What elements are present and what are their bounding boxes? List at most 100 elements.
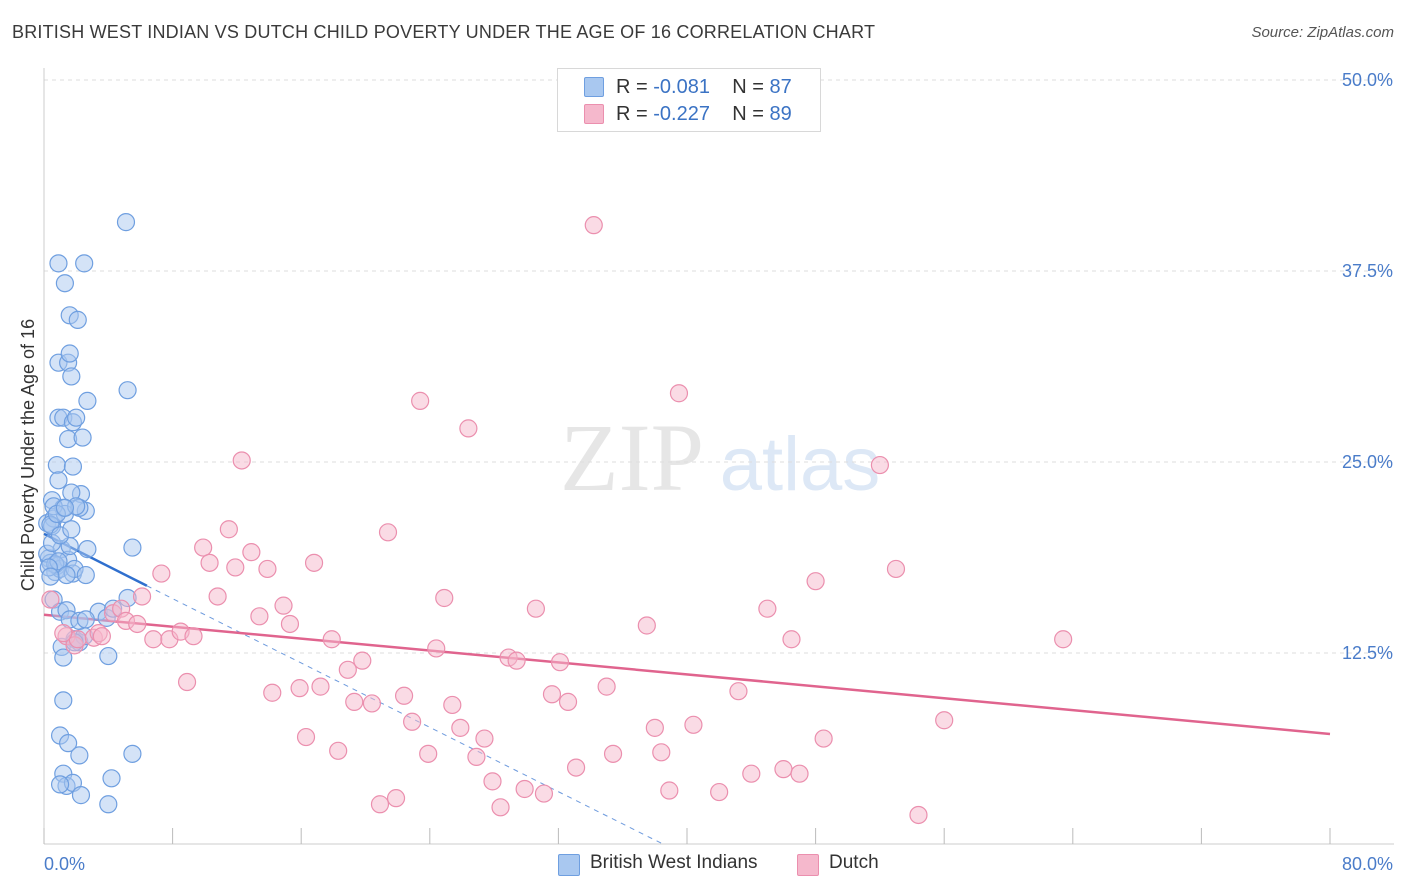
british-west-indian-point xyxy=(102,769,121,788)
dutch-point xyxy=(128,614,147,634)
n-value: 87 xyxy=(769,76,792,98)
british-west-indian-point xyxy=(123,744,142,763)
legend-label: British West Indians xyxy=(590,852,758,873)
british-west-indian-point xyxy=(47,455,66,475)
dutch-point xyxy=(54,624,73,643)
dutch-point xyxy=(790,764,809,783)
british-west-indian-point xyxy=(75,254,94,273)
dutch-point xyxy=(274,596,293,615)
dutch-point xyxy=(132,587,152,606)
british-west-indian-point xyxy=(118,381,137,400)
british-west-indian-point xyxy=(54,648,73,667)
pink-swatch xyxy=(797,854,819,876)
british-west-indian-point xyxy=(70,746,89,765)
dutch-point xyxy=(467,747,486,767)
dutch-point xyxy=(782,630,801,649)
dutch-point xyxy=(542,685,562,704)
blue-trend-extension xyxy=(146,585,664,845)
british-west-indian-point xyxy=(55,498,74,517)
dutch-point xyxy=(459,419,478,438)
y-tick-label: 37.5% xyxy=(1342,261,1393,281)
dutch-point xyxy=(597,677,616,696)
dutch-point xyxy=(345,692,364,711)
british-west-indian-point xyxy=(99,795,118,814)
british-west-indian-point xyxy=(71,786,91,805)
dutch-point xyxy=(403,712,422,731)
dutch-point xyxy=(177,672,197,692)
pink-swatch xyxy=(584,104,604,124)
dutch-point xyxy=(1054,630,1073,649)
chart-title: BRITISH WEST INDIAN VS DUTCH CHILD POVER… xyxy=(12,22,876,42)
n-label: N = xyxy=(732,103,764,125)
dutch-point xyxy=(263,683,282,702)
pink-trend-line xyxy=(43,613,1331,736)
dutch-point xyxy=(491,798,510,817)
watermark-zip: ZIP xyxy=(560,404,704,511)
dutch-point xyxy=(311,677,330,696)
british-west-indian-point xyxy=(54,691,73,710)
dutch-point xyxy=(652,743,671,762)
y-axis-label: Child Poverty Under the Age of 16 xyxy=(18,319,38,591)
dutch-point xyxy=(550,653,570,672)
dutch-point xyxy=(152,564,171,583)
dutch-point xyxy=(322,630,341,649)
gridlines xyxy=(44,79,1394,654)
r-label: R = xyxy=(616,103,648,125)
british-west-indian-point xyxy=(99,646,118,666)
british-west-indian-point xyxy=(49,254,68,273)
data-points xyxy=(38,213,1073,825)
dutch-point xyxy=(370,795,390,814)
x-tick-label: 0.0% xyxy=(44,854,85,874)
dutch-point xyxy=(200,553,219,572)
dutch-point xyxy=(758,599,777,618)
dutch-point xyxy=(386,789,406,808)
x-tick-label: 80.0% xyxy=(1342,854,1393,874)
dutch-point xyxy=(280,614,300,634)
dutch-point xyxy=(660,781,679,800)
r-label: R = xyxy=(616,76,648,98)
y-tick-label: 50.0% xyxy=(1342,70,1393,90)
dutch-point xyxy=(603,744,623,763)
dutch-point xyxy=(774,760,793,779)
dutch-point xyxy=(870,455,890,475)
correlation-legend: R = -0.081 N = 87 R = -0.227 N = 89 xyxy=(557,68,821,132)
dutch-point xyxy=(194,538,213,557)
british-west-indian-point xyxy=(73,428,92,447)
british-west-indian-point xyxy=(76,565,95,585)
watermark: ZIP atlas xyxy=(560,404,880,511)
dutch-point xyxy=(935,711,954,730)
british-west-indian-point xyxy=(50,775,70,794)
watermark-atlas: atlas xyxy=(720,422,881,507)
dutch-point xyxy=(729,682,748,701)
dutch-point xyxy=(353,651,372,670)
british-west-indian-point xyxy=(49,471,68,490)
dutch-point xyxy=(144,630,163,649)
dutch-point xyxy=(814,729,833,748)
dutch-point xyxy=(526,599,545,618)
british-west-indian-point xyxy=(67,408,86,427)
dutch-point xyxy=(41,590,60,609)
dutch-point xyxy=(443,695,462,715)
tick-labels: 12.5% 25.0% 37.5% 50.0% 0.0% 80.0% xyxy=(44,70,1393,874)
dutch-point xyxy=(742,764,761,783)
dutch-point xyxy=(515,779,534,799)
dutch-point xyxy=(419,744,438,763)
british-west-indian-point xyxy=(60,344,79,363)
british-west-indian-point xyxy=(55,274,74,293)
dutch-point xyxy=(558,692,578,711)
british-west-indian-point xyxy=(57,565,76,585)
british-west-indian-point xyxy=(62,520,81,539)
dutch-point xyxy=(242,543,261,562)
dutch-point xyxy=(250,607,269,626)
dutch-point xyxy=(427,639,446,658)
dutch-point xyxy=(329,741,348,760)
r-value: -0.227 xyxy=(653,103,710,125)
british-west-indian-point xyxy=(76,610,95,629)
british-west-indian-point xyxy=(63,457,83,476)
dutch-point xyxy=(208,587,227,606)
dutch-point xyxy=(219,520,238,539)
british-west-indian-point xyxy=(78,539,97,559)
dutch-point xyxy=(645,718,664,737)
dutch-point xyxy=(92,627,111,646)
